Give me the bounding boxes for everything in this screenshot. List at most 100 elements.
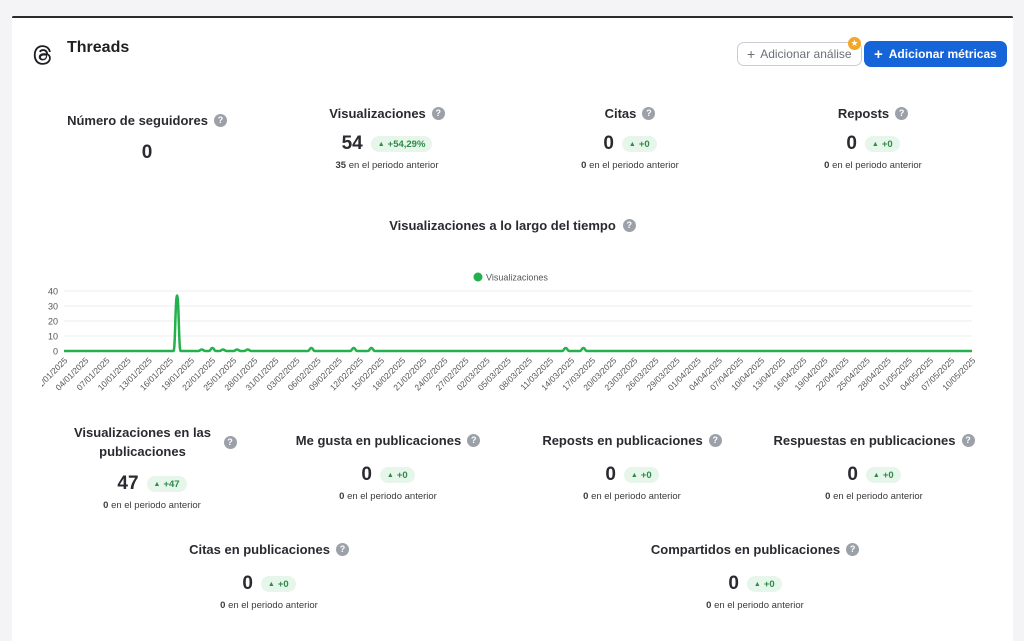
delta-value: +0 xyxy=(763,578,775,590)
previous-value: 0 xyxy=(220,600,226,611)
previous-text: en el periodo anterior xyxy=(347,491,437,502)
previous-text: en el periodo anterior xyxy=(832,160,922,171)
metric-value: 0 xyxy=(847,464,858,485)
previous-period: 0 en el periodo anterior xyxy=(645,600,865,611)
previous-period: 0 en el periodo anterior xyxy=(764,491,984,502)
metric-title: Respuestas en publicaciones xyxy=(773,433,956,448)
triangle-up-icon: ▲ xyxy=(628,140,636,148)
help-icon[interactable]: ? xyxy=(467,434,481,447)
previous-value: 0 xyxy=(339,491,345,502)
help-icon[interactable]: ? xyxy=(335,543,349,556)
delta-value: +0 xyxy=(882,469,894,481)
y-tick-label: 10 xyxy=(48,332,58,342)
metric-value: 0 xyxy=(141,142,153,163)
metric-post-reposts: Reposts en publicaciones? 0 ▲ +0 0 en el … xyxy=(522,432,742,502)
triangle-up-icon: ▲ xyxy=(871,140,879,148)
help-icon[interactable]: ? xyxy=(622,219,636,232)
triangle-up-icon: ▲ xyxy=(267,580,275,588)
previous-period: 0 en el periodo anterior xyxy=(159,600,379,611)
metric-value: 0 xyxy=(242,573,253,594)
help-icon[interactable]: ? xyxy=(846,543,860,556)
help-icon[interactable]: ? xyxy=(642,107,656,120)
triangle-up-icon: ▲ xyxy=(872,471,880,479)
previous-value: 0 xyxy=(583,491,589,502)
delta-badge: ▲ +0 xyxy=(746,576,782,592)
delta-value: +47 xyxy=(163,478,180,490)
threads-logo-icon xyxy=(33,45,51,65)
metric-value: 0 xyxy=(846,133,857,154)
metric-post-replies: Respuestas en publicaciones? 0 ▲ +0 0 en … xyxy=(764,432,984,502)
delta-value: +0 xyxy=(638,138,650,150)
help-icon[interactable]: ? xyxy=(223,435,237,449)
delta-badge: ▲ +0 xyxy=(865,467,901,483)
delta-badge: ▲ +0 xyxy=(379,467,415,483)
metric-post-quotes: Citas en publicaciones? 0 ▲ +0 0 en el pe… xyxy=(159,541,379,611)
metric-title: Reposts en publicaciones xyxy=(542,433,703,448)
metric-followers: Número de seguidores? 0 xyxy=(37,112,257,164)
metric-reposts: Reposts? 0 ▲ +0 0 en el periodo anterior xyxy=(763,105,983,171)
help-icon[interactable]: ? xyxy=(431,107,445,120)
y-tick-label: 40 xyxy=(48,287,58,297)
threads-card: Threads + Adicionar análise ★ + Adiciona… xyxy=(12,18,1013,641)
metric-title: Me gusta en publicaciones xyxy=(295,433,462,448)
previous-period: 0 en el periodo anterior xyxy=(522,491,742,502)
previous-value: 0 xyxy=(824,160,830,171)
metric-title: Compartidos en publicaciones xyxy=(650,542,841,557)
help-icon[interactable]: ? xyxy=(961,434,975,447)
metric-title: Visualizaciones en las publicaciones xyxy=(73,425,212,459)
delta-badge: ▲ +0 xyxy=(623,467,659,483)
previous-period: 0 en el periodo anterior xyxy=(278,491,498,502)
metric-post-shares: Compartidos en publicaciones? 0 ▲ +0 0 en… xyxy=(645,541,865,611)
previous-period: 35 en el periodo anterior xyxy=(277,160,497,171)
delta-badge: ▲ +54,29% xyxy=(370,136,433,152)
previous-period: 0 en el periodo anterior xyxy=(520,160,740,171)
delta-badge: ▲ +0 xyxy=(864,136,900,152)
card-header: Threads + Adicionar análise ★ + Adiciona… xyxy=(12,18,1013,78)
delta-value: +0 xyxy=(640,469,652,481)
help-icon[interactable]: ? xyxy=(708,434,722,447)
metric-value: 47 xyxy=(117,473,139,494)
star-badge-icon: ★ xyxy=(848,37,861,50)
previous-text: en el periodo anterior xyxy=(589,160,679,171)
add-metrics-label: Adicionar métricas xyxy=(888,47,997,61)
plus-icon: + xyxy=(747,46,756,62)
y-tick-label: 20 xyxy=(48,317,58,327)
previous-text: en el periodo anterior xyxy=(228,600,318,611)
help-icon[interactable]: ? xyxy=(895,107,909,120)
previous-value: 35 xyxy=(335,160,347,171)
y-tick-label: 30 xyxy=(48,302,58,312)
metric-value: 0 xyxy=(728,573,739,594)
add-analysis-button[interactable]: + Adicionar análise xyxy=(737,42,862,66)
previous-text: en el periodo anterior xyxy=(833,491,923,502)
window-top-border xyxy=(12,16,1013,19)
metric-title: Reposts xyxy=(837,106,890,121)
metric-value: 0 xyxy=(361,464,372,485)
add-metrics-button[interactable]: + Adicionar métricas xyxy=(864,41,1007,67)
metric-title: Citas en publicaciones xyxy=(189,542,330,557)
views-line-chart: Visualizaciones01020304001/01/202504/01/… xyxy=(42,272,978,392)
help-icon[interactable]: ? xyxy=(213,114,227,127)
delta-badge: ▲ +0 xyxy=(260,576,296,592)
metric-quotes: Citas? 0 ▲ +0 0 en el periodo anterior xyxy=(520,105,740,171)
delta-badge: ▲ +47 xyxy=(146,476,187,492)
metric-views: Visualizaciones? 54 ▲ +54,29% 35 en el pe… xyxy=(277,105,497,171)
previous-period: 0 en el periodo anterior xyxy=(763,160,983,171)
plus-icon: + xyxy=(874,45,883,63)
legend-label: Visualizaciones xyxy=(486,273,548,283)
metric-title: Visualizaciones xyxy=(329,106,426,121)
chart-title-text: Visualizaciones a lo largo del tiempo xyxy=(389,218,616,233)
metric-post-views: Visualizaciones en las publicaciones? 47… xyxy=(52,423,252,511)
delta-value: +0 xyxy=(396,469,408,481)
metric-value: 0 xyxy=(605,464,616,485)
metric-title: Número de seguidores xyxy=(67,113,208,128)
previous-period: 0 en el periodo anterior xyxy=(52,500,252,511)
y-tick-label: 0 xyxy=(53,347,58,357)
app-title: Threads xyxy=(67,39,130,56)
triangle-up-icon: ▲ xyxy=(753,580,761,588)
previous-value: 0 xyxy=(706,600,712,611)
metric-title: Citas xyxy=(604,106,637,121)
triangle-up-icon: ▲ xyxy=(153,480,161,488)
delta-badge: ▲ +0 xyxy=(621,136,657,152)
previous-text: en el periodo anterior xyxy=(591,491,681,502)
metric-value: 0 xyxy=(603,133,614,154)
